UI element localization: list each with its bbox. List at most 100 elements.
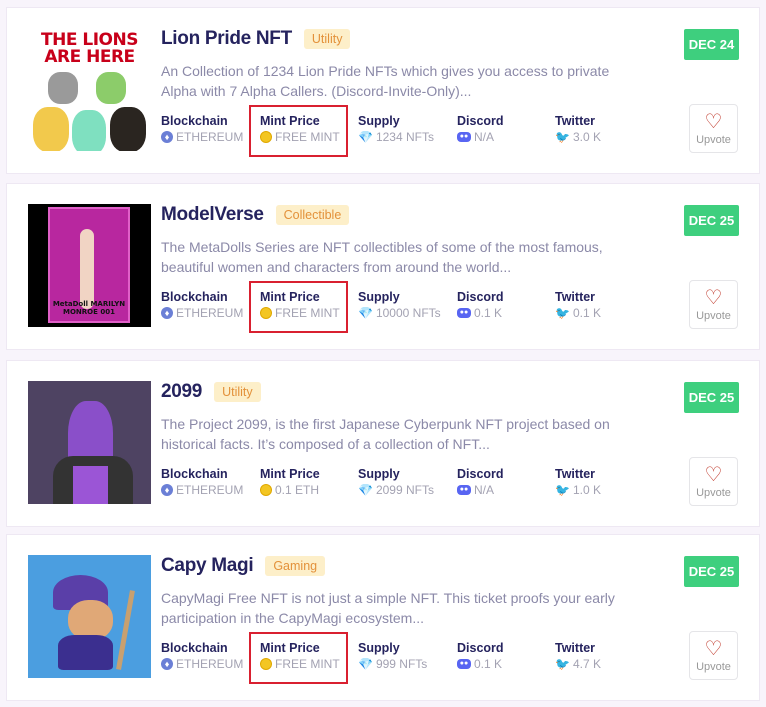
stat-value: ETHEREUM (176, 657, 244, 671)
nft-card[interactable]: Capy Magi Gaming CapyMagi Free NFT is not… (6, 534, 760, 701)
stat-label: Twitter (555, 467, 596, 481)
upvote-label: Upvote (696, 486, 731, 499)
stat-label: Twitter (555, 290, 596, 304)
stat-twitter: Twitter 🐦 1.0 K (555, 467, 601, 497)
discord-icon: ●● (457, 132, 471, 142)
stat-label: Blockchain (161, 290, 228, 304)
project-image[interactable]: THE LIONS ARE HERE (28, 28, 151, 151)
coin-icon (260, 131, 272, 143)
stat-value: 0.1 K (474, 306, 503, 320)
coin-icon (260, 307, 272, 319)
stat-label: Discord (457, 290, 504, 304)
stat-value: FREE MINT (275, 306, 340, 320)
nft-card[interactable]: 2099 Utility The Project 2099, is the fir… (6, 360, 760, 527)
metadoll-image-text: MetaDoll MARILYN MONROE 001 (52, 300, 126, 316)
stat-label: Discord (457, 114, 504, 128)
heart-icon: ♡ (704, 110, 723, 133)
project-description: CapyMagi Free NFT is not just a simple N… (161, 590, 615, 626)
upvote-label: Upvote (696, 133, 731, 146)
discord-icon: ●● (457, 659, 471, 669)
heart-icon: ♡ (704, 286, 723, 309)
stat-discord: Discord ●● N/A (457, 467, 504, 497)
stat-label: Blockchain (161, 641, 228, 655)
stat-value: 3.0 K (572, 130, 601, 144)
stat-twitter: Twitter 🐦 3.0 K (555, 114, 601, 144)
stat-label: Discord (457, 467, 504, 481)
stat-blockchain: Blockchain ♦ ETHEREUM (161, 467, 243, 497)
diamond-icon: 💎 (358, 657, 373, 671)
launch-date-badge: DEC 25 (684, 382, 739, 413)
upvote-button[interactable]: ♡ Upvote (689, 280, 738, 329)
stat-label: Blockchain (161, 467, 228, 481)
upvote-button[interactable]: ♡ Upvote (689, 631, 738, 680)
stat-label: Mint Price (260, 467, 320, 481)
project-image[interactable] (28, 381, 151, 504)
stat-label: Twitter (555, 114, 596, 128)
project-title[interactable]: ModelVerse (161, 204, 264, 225)
stat-value: 1.0 K (572, 483, 601, 497)
launch-date-badge: DEC 25 (684, 556, 739, 587)
stat-value: ETHEREUM (176, 483, 244, 497)
category-tag: Utility (303, 29, 351, 49)
project-description: The MetaDolls Series are NFT collectible… (161, 239, 603, 275)
discord-icon: ●● (457, 308, 471, 318)
diamond-icon: 💎 (358, 483, 373, 497)
stat-label: Mint Price (260, 641, 320, 655)
twitter-icon: 🐦 (555, 306, 570, 320)
stat-discord: Discord ●● N/A (457, 114, 504, 144)
upvote-button[interactable]: ♡ Upvote (689, 457, 738, 506)
stat-supply: Supply 💎 10000 NFTs (358, 290, 441, 320)
upvote-label: Upvote (696, 660, 731, 673)
stat-mint_price: Mint Price FREE MINT (260, 641, 340, 671)
upvote-button[interactable]: ♡ Upvote (689, 104, 738, 153)
ethereum-icon: ♦ (161, 307, 173, 319)
heart-icon: ♡ (704, 637, 723, 660)
mint-price-highlight (249, 281, 348, 333)
project-image[interactable] (28, 555, 151, 678)
stat-value: 1234 NFTs (375, 130, 434, 144)
stat-value: 0.1 ETH (275, 483, 320, 497)
stat-label: Twitter (555, 641, 596, 655)
category-tag: Collectible (275, 205, 350, 225)
project-title[interactable]: Lion Pride NFT (161, 28, 292, 49)
stat-label: Supply (358, 641, 400, 655)
stat-value: N/A (474, 130, 495, 144)
project-title[interactable]: Capy Magi (161, 555, 254, 576)
ethereum-icon: ♦ (161, 658, 173, 670)
stat-label: Mint Price (260, 114, 320, 128)
stat-blockchain: Blockchain ♦ ETHEREUM (161, 290, 243, 320)
stat-label: Blockchain (161, 114, 228, 128)
ethereum-icon: ♦ (161, 131, 173, 143)
stat-blockchain: Blockchain ♦ ETHEREUM (161, 641, 243, 671)
stat-value: FREE MINT (275, 130, 340, 144)
stat-value: FREE MINT (275, 657, 340, 671)
lion-image-text: THE LIONS ARE HERE (41, 30, 138, 67)
stat-supply: Supply 💎 2099 NFTs (358, 467, 434, 497)
stat-value: 999 NFTs (375, 657, 428, 671)
stat-supply: Supply 💎 1234 NFTs (358, 114, 434, 144)
stat-mint_price: Mint Price FREE MINT (260, 114, 340, 144)
stat-value: 0.1 K (572, 306, 601, 320)
stat-value: ETHEREUM (176, 130, 244, 144)
coin-icon (260, 484, 272, 496)
nft-card[interactable]: THE LIONS ARE HERE Lion Pride NFT Utility… (6, 7, 760, 174)
project-description: An Collection of 1234 Lion Pride NFTs wh… (161, 63, 610, 99)
twitter-icon: 🐦 (555, 483, 570, 497)
stat-value: 0.1 K (474, 657, 503, 671)
stat-label: Mint Price (260, 290, 320, 304)
heart-icon: ♡ (704, 463, 723, 486)
stat-label: Supply (358, 290, 400, 304)
mint-price-highlight (249, 105, 348, 157)
category-tag: Utility (214, 382, 261, 402)
stat-value: ETHEREUM (176, 306, 244, 320)
project-title[interactable]: 2099 (161, 381, 203, 402)
twitter-icon: 🐦 (555, 657, 570, 671)
stat-label: Supply (358, 114, 400, 128)
stat-value: 4.7 K (572, 657, 601, 671)
diamond-icon: 💎 (358, 306, 373, 320)
nft-card[interactable]: MetaDoll MARILYN MONROE 001 ModelVerse Co… (6, 183, 760, 350)
mint-price-highlight (249, 632, 348, 684)
stat-blockchain: Blockchain ♦ ETHEREUM (161, 114, 243, 144)
project-image[interactable]: MetaDoll MARILYN MONROE 001 (28, 204, 151, 327)
twitter-icon: 🐦 (555, 130, 570, 144)
